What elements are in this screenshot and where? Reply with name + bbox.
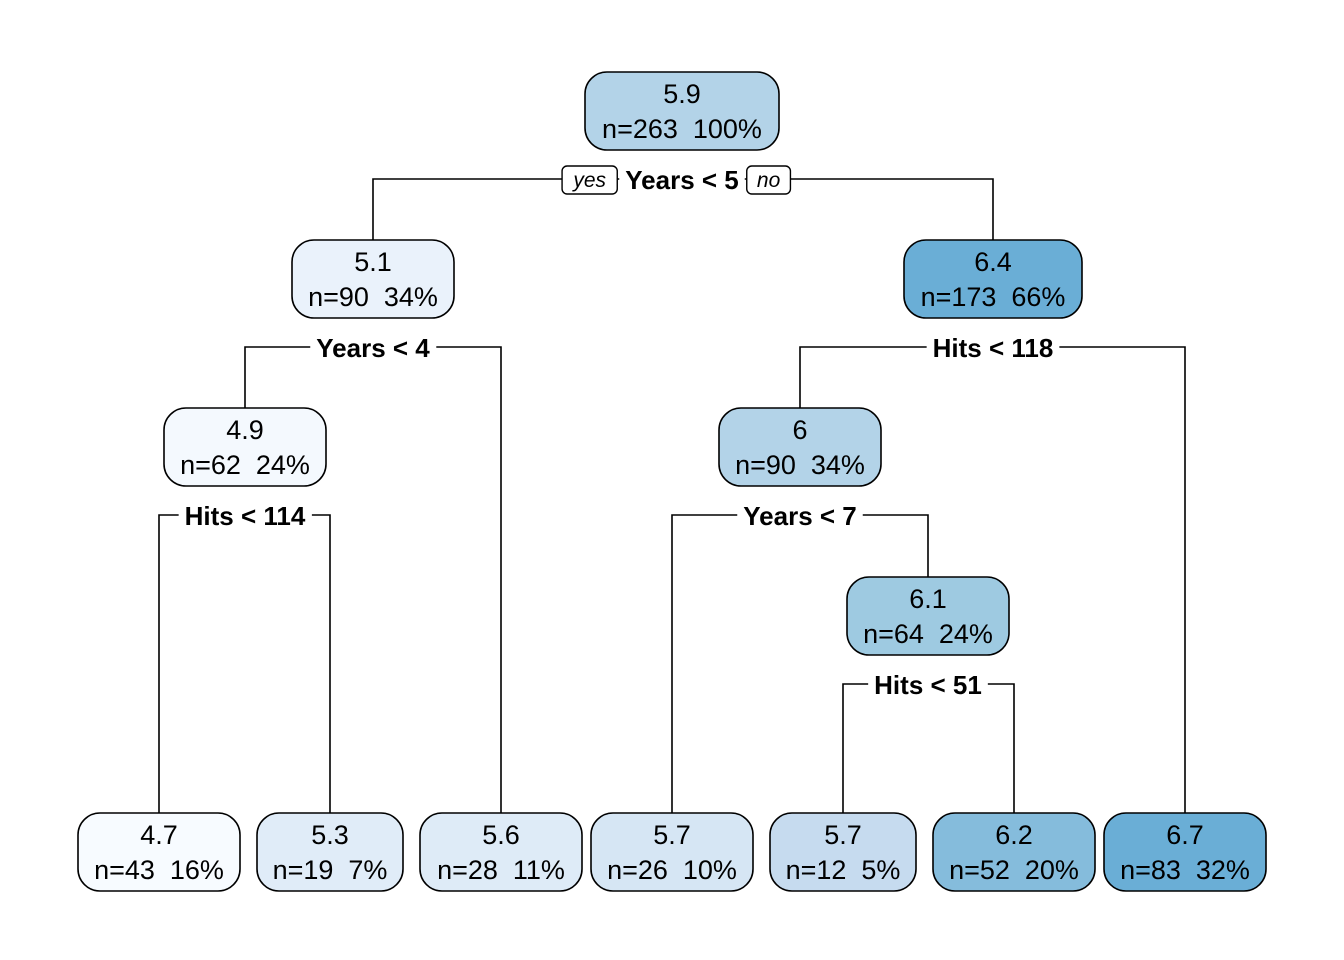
node-box bbox=[584, 71, 780, 151]
nodes-layer: 5.9 n=263 100% 5.1 n=90 34% 6.4 n=173 66% 4.9 n… bbox=[77, 71, 1267, 892]
node-box bbox=[419, 812, 583, 892]
branch-tag-no: no bbox=[746, 165, 792, 195]
node-box bbox=[256, 812, 404, 892]
node-stats: n=90 34% bbox=[308, 282, 438, 312]
node-box bbox=[846, 576, 1010, 656]
split-condition: Hits < 51 bbox=[874, 670, 982, 700]
leaf-node-l6: 6.2 n=52 20% bbox=[932, 812, 1096, 892]
split-label-n6: Hits < 51 bbox=[868, 668, 988, 702]
split-condition: Hits < 114 bbox=[185, 501, 306, 531]
edge-n2-l3 bbox=[373, 346, 502, 813]
node-stats: n=19 7% bbox=[273, 855, 388, 885]
leaf-node-l1: 4.7 n=43 16% bbox=[77, 812, 241, 892]
split-label-n1: Years < 5 bbox=[619, 163, 745, 197]
node-box bbox=[718, 407, 882, 487]
node-value: 6 bbox=[792, 415, 807, 445]
split-label-bg bbox=[926, 331, 1060, 365]
node-box bbox=[1103, 812, 1267, 892]
node-stats: n=12 5% bbox=[786, 855, 901, 885]
edge-n6-l6 bbox=[928, 683, 1015, 813]
tree-node-n1: 5.9 n=263 100% bbox=[584, 71, 780, 151]
edge-n6-l5 bbox=[842, 683, 928, 813]
node-stats: n=26 10% bbox=[607, 855, 737, 885]
split-condition: Years < 5 bbox=[625, 165, 739, 195]
node-box bbox=[77, 812, 241, 892]
leaf-node-l3: 5.6 n=28 11% bbox=[419, 812, 583, 892]
node-value: 5.9 bbox=[663, 79, 701, 109]
node-stats: n=28 11% bbox=[437, 855, 565, 885]
node-value: 5.7 bbox=[653, 820, 691, 850]
branch-tag-yes: yes bbox=[561, 165, 618, 195]
leaf-node-l4: 5.7 n=26 10% bbox=[590, 812, 754, 892]
split-label-n5: Years < 7 bbox=[737, 499, 863, 533]
split-label-n3: Hits < 118 bbox=[926, 331, 1060, 365]
node-stats: n=64 24% bbox=[863, 619, 993, 649]
split-label-bg bbox=[868, 668, 988, 702]
node-box bbox=[590, 812, 754, 892]
node-value: 5.6 bbox=[482, 820, 520, 850]
split-label-n2: Years < 4 bbox=[310, 331, 437, 365]
branch-tag-box bbox=[561, 165, 618, 195]
node-stats: n=263 100% bbox=[602, 114, 762, 144]
split-label-bg bbox=[310, 331, 437, 365]
tree-node-n3: 6.4 n=173 66% bbox=[903, 239, 1083, 319]
node-value: 5.7 bbox=[824, 820, 862, 850]
node-stats: n=62 24% bbox=[180, 450, 310, 480]
split-condition: Years < 7 bbox=[743, 501, 857, 531]
edge-n5-l4 bbox=[671, 514, 800, 813]
node-value: 4.9 bbox=[226, 415, 264, 445]
node-value: 4.7 bbox=[140, 820, 178, 850]
tree-node-n6: 6.1 n=64 24% bbox=[846, 576, 1010, 656]
node-stats: n=173 66% bbox=[921, 282, 1066, 312]
node-value: 6.7 bbox=[1166, 820, 1204, 850]
node-value: 5.3 bbox=[311, 820, 349, 850]
node-stats: n=90 34% bbox=[735, 450, 865, 480]
split-label-n4: Hits < 114 bbox=[178, 499, 312, 533]
split-label-bg bbox=[737, 499, 863, 533]
split-label-bg bbox=[178, 499, 312, 533]
node-stats: n=83 32% bbox=[1120, 855, 1250, 885]
split-label-bg bbox=[619, 163, 745, 197]
node-box bbox=[163, 407, 327, 487]
node-box bbox=[903, 239, 1083, 319]
edge-n4-l1 bbox=[158, 514, 245, 813]
branch-tag-text: no bbox=[757, 169, 781, 192]
node-box bbox=[291, 239, 455, 319]
tree-node-n4: 4.9 n=62 24% bbox=[163, 407, 327, 487]
split-condition: Hits < 118 bbox=[933, 333, 1054, 363]
node-box bbox=[769, 812, 917, 892]
node-stats: n=43 16% bbox=[94, 855, 224, 885]
split-condition: Years < 4 bbox=[316, 333, 430, 363]
node-value: 6.1 bbox=[909, 584, 947, 614]
node-value: 6.4 bbox=[974, 247, 1012, 277]
edge-n4-l2 bbox=[245, 514, 331, 813]
tree-node-n2: 5.1 n=90 34% bbox=[291, 239, 455, 319]
branch-tag-box bbox=[746, 165, 792, 195]
edge-n3-l7 bbox=[993, 346, 1186, 813]
node-value: 5.1 bbox=[354, 247, 392, 277]
node-value: 6.2 bbox=[995, 820, 1033, 850]
split-labels-layer: Years < 5 yes no Years < 4 Hits < 118 Hits < … bbox=[178, 163, 1060, 702]
node-stats: n=52 20% bbox=[949, 855, 1079, 885]
leaf-node-l2: 5.3 n=19 7% bbox=[256, 812, 404, 892]
branch-tag-text: yes bbox=[571, 169, 606, 192]
leaf-node-l5: 5.7 n=12 5% bbox=[769, 812, 917, 892]
leaf-node-l7: 6.7 n=83 32% bbox=[1103, 812, 1267, 892]
tree-node-n5: 6 n=90 34% bbox=[718, 407, 882, 487]
node-box bbox=[932, 812, 1096, 892]
